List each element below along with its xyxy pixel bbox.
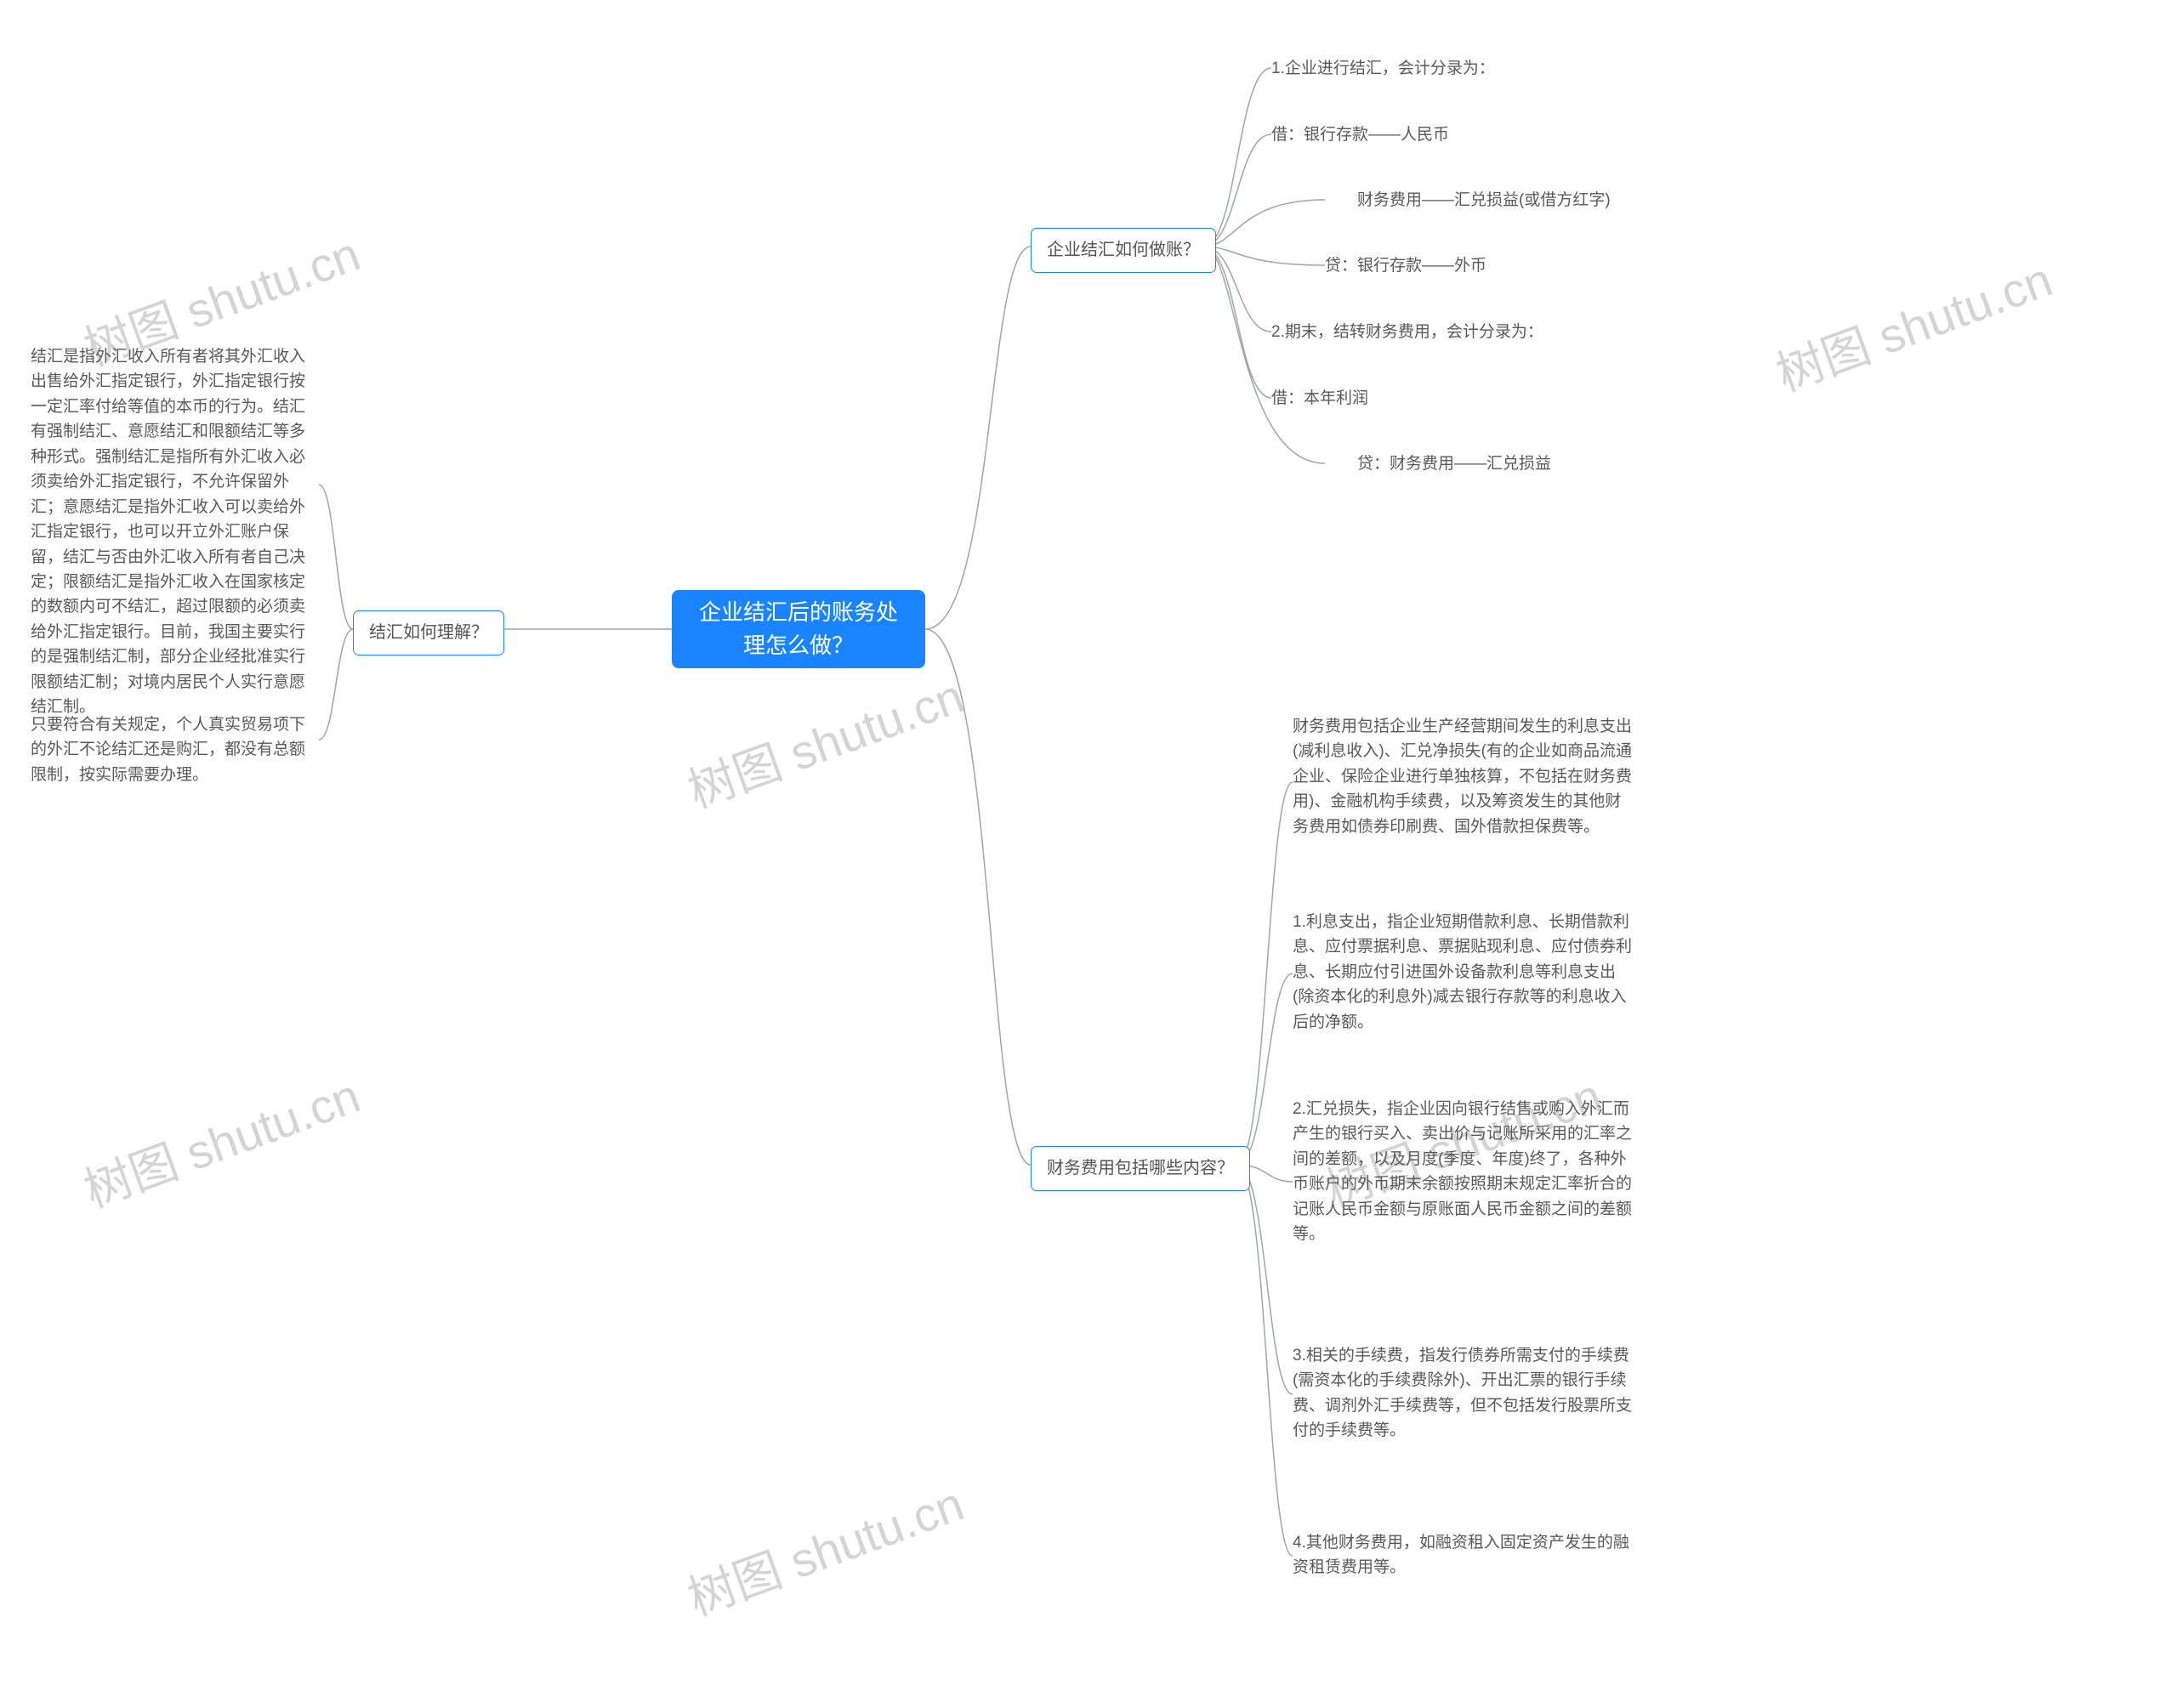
right-branch-1-label: 企业结汇如何做账？ [1047, 241, 1200, 259]
r1-leaf-4: 2.期末，结转财务费用，会计分录为： [1271, 320, 1543, 344]
watermark: 树图 shutu.cn [73, 1058, 368, 1221]
r2-leaf-1: 1.利息支出，指企业短期借款利息、长期借款利息、应付票据利息、票据贴现利息、应付… [1293, 910, 1633, 1035]
watermark: 树图 shutu.cn [1765, 241, 2060, 405]
watermark: 树图 shutu.cn [677, 1466, 972, 1629]
right-branch-2-label: 财务费用包括哪些内容？ [1047, 1159, 1234, 1177]
r1-leaf-2: 财务费用——汇兑损益(或借方红字) [1325, 188, 1611, 213]
left-leaf-1: 只要符合有关规定，个人真实贸易项下的外汇不论结汇还是购汇，都没有总额限制，按实际… [31, 712, 320, 787]
r1-leaf-3: 贷：银行存款——外币 [1325, 253, 1486, 278]
right-branch-2: 财务费用包括哪些内容？ [1031, 1146, 1250, 1191]
r1-leaf-6: 贷：财务费用——汇兑损益 [1325, 451, 1551, 476]
r1-leaf-0: 1.企业进行结汇，会计分录为： [1271, 56, 1495, 81]
r2-leaf-0: 财务费用包括企业生产经营期间发生的利息支出(减利息收入)、汇兑净损失(有的企业如… [1293, 714, 1633, 839]
right-branch-1: 企业结汇如何做账？ [1031, 228, 1216, 273]
left-branch: 结汇如何理解？ [353, 610, 504, 655]
r1-leaf-5: 借：本年利润 [1271, 386, 1368, 411]
root-node: 企业结汇后的账务处理怎么做？ [672, 590, 925, 668]
left-branch-label: 结汇如何理解？ [369, 623, 488, 642]
r2-leaf-2: 2.汇兑损失，指企业因向银行结售或购入外汇而产生的银行买入、卖出价与记账所采用的… [1293, 1097, 1633, 1247]
r2-leaf-4: 4.其他财务费用，如融资租入固定资产发生的融资租赁费用等。 [1293, 1530, 1633, 1580]
root-label: 企业结汇后的账务处理怎么做？ [692, 596, 905, 662]
watermark: 树图 shutu.cn [677, 658, 972, 821]
left-leaf-0: 结汇是指外汇收入所有者将其外汇收入出售给外汇指定银行，外汇指定银行按一定汇率付给… [31, 344, 320, 720]
r1-leaf-1: 借：银行存款——人民币 [1271, 122, 1449, 147]
r2-leaf-3: 3.相关的手续费，指发行债券所需支付的手续费(需资本化的手续费除外)、开出汇票的… [1293, 1343, 1633, 1444]
